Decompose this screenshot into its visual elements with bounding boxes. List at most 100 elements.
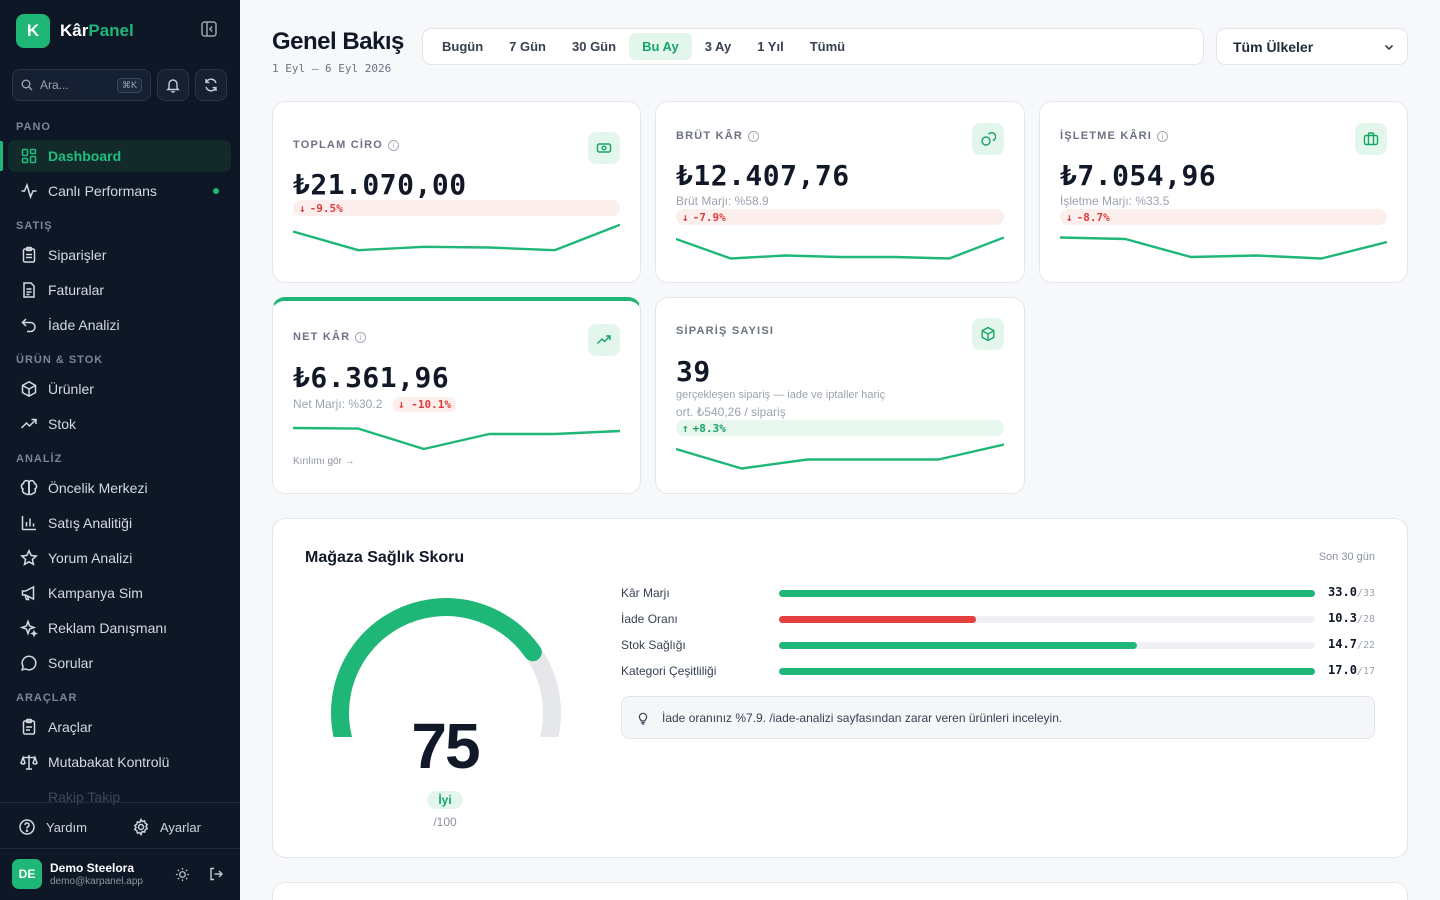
kpi-delta: ↑ +8.3% [676,420,1004,436]
kpi-label-text: İŞLETME KÂRI [1060,130,1153,142]
search-box[interactable]: ⌘K [12,69,151,101]
sidebar-item-stock[interactable]: Stok [8,408,231,440]
sidebar-item-orders[interactable]: Siparişler [8,239,231,271]
metric-label: Kâr Marjı [621,586,670,600]
tab-7-days[interactable]: 7 Gün [509,39,546,54]
sidebar-item-tools[interactable]: Araçlar [8,711,231,743]
tab-1-year[interactable]: 1 Yıl [757,39,784,54]
tab-this-month[interactable]: Bu Ay [629,33,692,60]
trending-icon [20,418,37,429]
sidebar-item-faded[interactable]: Rakip Takip [48,789,121,805]
kpi-value: ₺12.407,76 [676,159,850,192]
metric-label: Kategori Çeşitliliği [621,664,717,678]
metric-bar [779,590,1315,597]
country-select[interactable]: Tüm Ülkeler [1216,28,1408,65]
live-status-dot [213,188,219,194]
kpi-value: ₺7.054,96 [1060,159,1217,192]
sidebar-collapse-icon[interactable] [200,20,222,42]
breakdown-link[interactable]: Kırılımı gör → [293,456,355,467]
info-icon[interactable]: i [1157,130,1169,142]
lightbulb-icon [638,712,648,725]
period-tabs: Bugün 7 Gün 30 Gün Bu Ay 3 Ay 1 Yıl Tümü [422,28,1204,65]
sidebar-item-invoices[interactable]: Faturalar [8,274,231,306]
sidebar-item-returns[interactable]: İade Analizi [8,309,231,341]
health-gauge [331,598,561,737]
kpi-icon-box [972,123,1004,155]
logout-icon[interactable] [208,866,224,882]
info-icon[interactable]: i [748,130,760,142]
kpi-sparkline [293,426,620,451]
sidebar-item-campaign-sim[interactable]: Kampanya Sim [8,577,231,609]
sun-icon[interactable] [175,867,190,882]
kpi-sub: Brüt Marjı: %58.9 [676,194,769,208]
avatar[interactable]: DE [12,859,42,889]
package-icon [981,326,995,342]
kpi-icon-box [588,132,620,164]
sidebar-item-sales-analytics[interactable]: Satış Analitiği [8,507,231,539]
sidebar: K KârPanel ⌘K PANO Dashboard Canlı Perfo… [0,0,240,900]
refresh-button[interactable] [195,69,227,101]
sidebar-item-label: Faturalar [48,282,105,298]
tab-all[interactable]: Tümü [809,39,846,54]
notifications-button[interactable] [157,69,189,101]
banknote-icon [596,143,612,153]
brand-name: KârPanel [60,21,134,41]
sidebar-item-reconciliation[interactable]: Mutabakat Kontrolü [8,746,231,778]
info-icon[interactable]: i [388,139,399,151]
brand[interactable]: K KârPanel [16,14,134,48]
search-input[interactable] [40,78,106,92]
metric-bar [779,668,1315,675]
health-status-badge: İyi [427,791,463,809]
kpi-label: SİPARİŞ SAYISI [676,325,775,337]
kpi-label: BRÜT KÂR i [676,130,760,142]
sidebar-item-live-performance[interactable]: Canlı Performans [8,175,231,207]
kpi-delta-value: -9.5% [309,201,343,215]
sidebar-item-dashboard[interactable]: Dashboard [8,140,231,172]
kpi-value: ₺6.361,96 [293,361,450,394]
tab-3-months[interactable]: 3 Ay [704,39,732,54]
health-tip-text: İade oranınız %7.9. /iade-analizi sayfas… [662,710,1063,725]
sidebar-item-label: Kampanya Sim [48,585,143,601]
kpi-label-text: TOPLAM CİRO [293,139,383,151]
sidebar-item-label: Stok [48,416,77,432]
info-icon[interactable]: i [355,331,367,343]
kpi-card-orders: SİPARİŞ SAYISI 39 gerçekleşen sipariş — … [655,297,1025,494]
metric-value-max: /22 [1356,640,1375,651]
activity-icon [21,182,37,200]
bell-icon [166,79,180,93]
kpi-value: ₺21.070,00 [293,168,467,201]
kpi-delta: ↓ -7.9% [676,209,1004,225]
settings-label: Ayarlar [160,819,201,835]
metric-value: 17.0/17 [1328,663,1375,677]
kpi-delta: ↓ -9.5% [293,200,620,216]
metric-fill [779,668,1315,675]
dashboard-icon [21,148,37,164]
kpi-icon-box [1355,123,1387,155]
sidebar-item-label: Reklam Danışmanı [48,620,168,636]
tab-today[interactable]: Bugün [442,39,484,54]
kpi-label: TOPLAM CİRO i [293,139,399,151]
nav-section-urun-stok: ÜRÜN & STOK [16,354,104,366]
sidebar-item-products[interactable]: Ürünler [8,373,231,405]
metric-fill [779,616,977,623]
metric-value: 33.0/33 [1328,585,1375,599]
sidebar-item-questions[interactable]: Sorular [8,647,231,679]
metric-value: 10.3/28 [1328,611,1375,625]
active-indicator [0,141,3,171]
nav-section-araclar: ARAÇLAR [16,692,78,704]
nav-section-analiz: ANALİZ [16,453,63,465]
kpi-sparkline [676,443,1004,470]
sidebar-item-label: Dashboard [48,148,122,164]
tab-30-days[interactable]: 30 Gün [572,39,617,54]
sidebar-item-review-analysis[interactable]: Yorum Analizi [8,542,231,574]
kpi-card-operating-profit: İŞLETME KÂRI i ₺7.054,96 İşletme Marjı: %… [1039,101,1408,283]
sidebar-item-ad-advisor[interactable]: Reklam Danışmanı [8,612,231,644]
sidebar-item-priority-center[interactable]: Öncelik Merkezi [8,472,231,504]
settings-link[interactable]: Ayarlar [132,818,201,836]
kpi-card-net-profit: NET KÂR i ₺6.361,96 Net Marjı: %30.2 ↓ -1… [272,297,641,494]
kpi-delta-value: -8.7% [1076,210,1110,224]
kpi-label: NET KÂR i [293,331,367,343]
help-link[interactable]: Yardım [18,818,87,836]
sparkle-icon [20,619,38,637]
metric-fill [779,642,1138,649]
